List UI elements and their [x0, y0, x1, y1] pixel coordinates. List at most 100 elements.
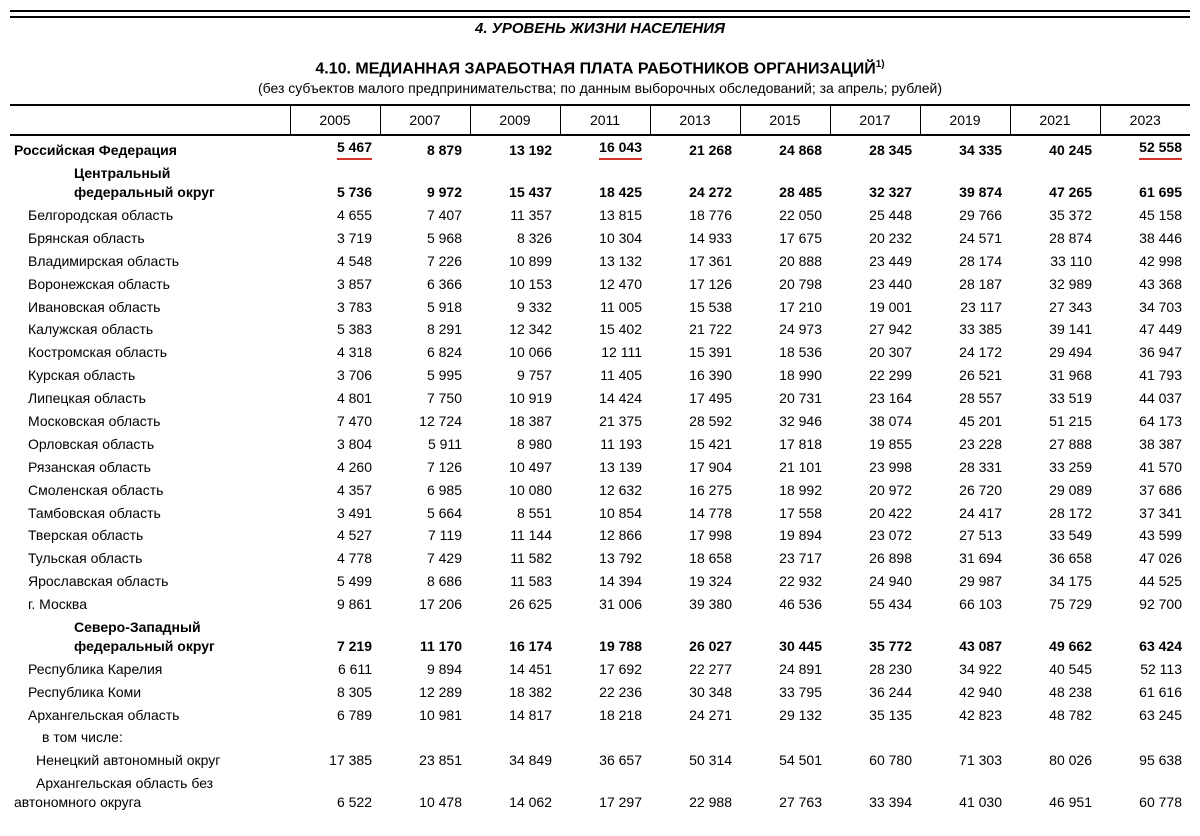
cell: 10 981 — [380, 704, 470, 727]
row-name: Тверская область — [10, 524, 290, 547]
cell: 7 119 — [380, 524, 470, 547]
column-header-2023: 2023 — [1100, 105, 1190, 135]
cell: 48 238 — [1010, 681, 1100, 704]
table-row: Центральныйфедеральный округ5 7369 97215… — [10, 162, 1190, 204]
cell: 41 793 — [1100, 364, 1190, 387]
cell: 9 757 — [470, 364, 560, 387]
cell: 7 226 — [380, 250, 470, 273]
cell: 33 259 — [1010, 456, 1100, 479]
cell: 18 536 — [740, 341, 830, 364]
cell: 40 545 — [1010, 658, 1100, 681]
cell: 17 904 — [650, 456, 740, 479]
cell: 63 245 — [1100, 704, 1190, 727]
cell: 17 385 — [290, 749, 380, 772]
cell: 5 911 — [380, 433, 470, 456]
cell: 20 972 — [830, 479, 920, 502]
cell: 5 995 — [380, 364, 470, 387]
row-name: Костромская область — [10, 341, 290, 364]
cell: 22 932 — [740, 570, 830, 593]
cell: 17 675 — [740, 227, 830, 250]
cell: 17 998 — [650, 524, 740, 547]
cell: 47 449 — [1100, 318, 1190, 341]
cell: 27 942 — [830, 318, 920, 341]
cell: 42 823 — [920, 704, 1010, 727]
cell: 25 448 — [830, 204, 920, 227]
cell: 60 780 — [830, 749, 920, 772]
cell: 40 245 — [1010, 135, 1100, 162]
cell: 8 980 — [470, 433, 560, 456]
cell: 28 187 — [920, 273, 1010, 296]
cell: 41 030 — [920, 772, 1010, 814]
cell: 22 277 — [650, 658, 740, 681]
cell: 24 940 — [830, 570, 920, 593]
row-name: Северо-Западныйфедеральный округ — [10, 616, 290, 658]
cell — [1100, 726, 1190, 749]
cell: 31 694 — [920, 547, 1010, 570]
table-row: Тульская область4 7787 42911 58213 79218… — [10, 547, 1190, 570]
cell: 16 275 — [650, 479, 740, 502]
cell: 5 467 — [290, 135, 380, 162]
cell: 20 232 — [830, 227, 920, 250]
table-row: Брянская область3 7195 9688 32610 30414 … — [10, 227, 1190, 250]
cell: 24 172 — [920, 341, 1010, 364]
cell: 41 570 — [1100, 456, 1190, 479]
table-row: Ярославская область5 4998 68611 58314 39… — [10, 570, 1190, 593]
table-row: Белгородская область4 6557 40711 35713 8… — [10, 204, 1190, 227]
cell: 5 736 — [290, 162, 380, 204]
cell: 10 497 — [470, 456, 560, 479]
cell: 80 026 — [1010, 749, 1100, 772]
table-row: Калужская область5 3838 29112 34215 4022… — [10, 318, 1190, 341]
cell: 38 387 — [1100, 433, 1190, 456]
cell: 31 006 — [560, 593, 650, 616]
cell: 21 101 — [740, 456, 830, 479]
cell: 29 494 — [1010, 341, 1100, 364]
cell: 45 158 — [1100, 204, 1190, 227]
median-wage-table: 2005200720092011201320152017201920212023… — [10, 104, 1190, 814]
table-row: Воронежская область3 8576 36610 15312 47… — [10, 273, 1190, 296]
row-name: г. Москва — [10, 593, 290, 616]
cell: 47 265 — [1010, 162, 1100, 204]
cell: 23 117 — [920, 296, 1010, 319]
cell: 71 303 — [920, 749, 1010, 772]
cell: 52 113 — [1100, 658, 1190, 681]
cell: 4 801 — [290, 387, 380, 410]
cell: 10 080 — [470, 479, 560, 502]
row-name: Белгородская область — [10, 204, 290, 227]
cell: 46 951 — [1010, 772, 1100, 814]
cell: 35 772 — [830, 616, 920, 658]
cell: 10 304 — [560, 227, 650, 250]
cell: 14 394 — [560, 570, 650, 593]
cell — [740, 726, 830, 749]
cell: 5 499 — [290, 570, 380, 593]
cell: 30 445 — [740, 616, 830, 658]
column-header-2011: 2011 — [560, 105, 650, 135]
cell: 17 297 — [560, 772, 650, 814]
cell: 11 193 — [560, 433, 650, 456]
cell: 8 879 — [380, 135, 470, 162]
table-header-row: 2005200720092011201320152017201920212023 — [10, 105, 1190, 135]
table-row: Московская область7 47012 72418 38721 37… — [10, 410, 1190, 433]
cell: 44 525 — [1100, 570, 1190, 593]
row-name: Воронежская область — [10, 273, 290, 296]
cell — [1010, 726, 1100, 749]
column-header-2021: 2021 — [1010, 105, 1100, 135]
cell: 4 548 — [290, 250, 380, 273]
cell: 24 571 — [920, 227, 1010, 250]
cell: 15 421 — [650, 433, 740, 456]
cell — [380, 726, 470, 749]
cell: 20 422 — [830, 502, 920, 525]
cell: 42 998 — [1100, 250, 1190, 273]
cell: 4 260 — [290, 456, 380, 479]
cell — [920, 726, 1010, 749]
table-row: Рязанская область4 2607 12610 49713 1391… — [10, 456, 1190, 479]
cell: 33 385 — [920, 318, 1010, 341]
table-row: Республика Коми8 30512 28918 38222 23630… — [10, 681, 1190, 704]
cell: 27 513 — [920, 524, 1010, 547]
cell: 4 778 — [290, 547, 380, 570]
cell: 3 857 — [290, 273, 380, 296]
cell: 8 291 — [380, 318, 470, 341]
cell: 52 558 — [1100, 135, 1190, 162]
cell: 24 891 — [740, 658, 830, 681]
cell: 27 343 — [1010, 296, 1100, 319]
cell: 17 692 — [560, 658, 650, 681]
